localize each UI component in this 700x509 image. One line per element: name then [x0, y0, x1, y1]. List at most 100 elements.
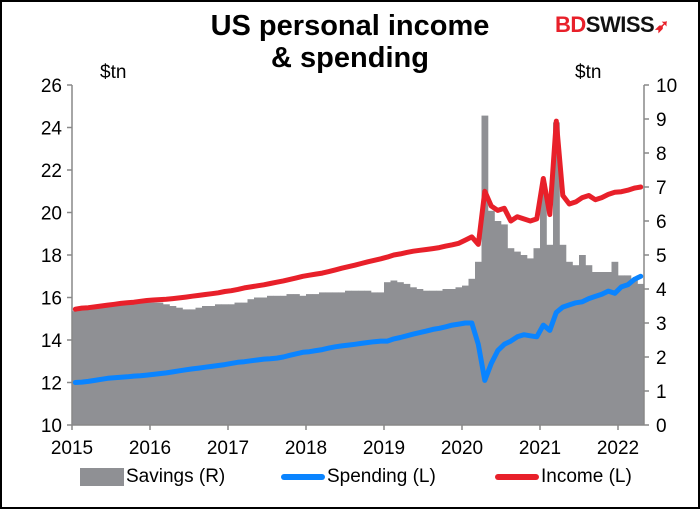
savings-bar: [605, 272, 612, 425]
left-tick-label: 22: [41, 161, 62, 182]
savings-bar: [416, 289, 424, 425]
left-tick-label: 14: [41, 331, 63, 352]
spending-swatch: [281, 474, 325, 480]
chart-title: US personal income & spending: [180, 10, 520, 74]
savings-bar: [507, 248, 515, 425]
savings-bar: [572, 265, 580, 425]
right-tick-label: 7: [656, 178, 667, 199]
right-tick-label: 10: [656, 76, 677, 97]
savings-bar: [319, 292, 326, 425]
right-tick-label: 0: [656, 416, 667, 437]
savings-bar: [488, 210, 495, 425]
savings-bar: [423, 290, 430, 425]
savings-bar: [403, 283, 411, 425]
savings-bar: [332, 292, 339, 425]
savings-bar: [117, 304, 125, 425]
savings-bar: [286, 294, 294, 425]
savings-bar: [104, 306, 112, 425]
savings-bar: [85, 309, 92, 425]
right-tick-label: 5: [656, 246, 667, 267]
savings-bar: [137, 302, 144, 425]
savings-bar: [501, 224, 508, 425]
savings-bar: [449, 289, 456, 425]
savings-bar: [150, 302, 157, 425]
left-tick-label: 26: [41, 76, 62, 97]
savings-bar: [637, 283, 645, 425]
savings-bar: [397, 282, 404, 425]
savings-bar: [299, 295, 307, 425]
x-tick-label: 2021: [519, 438, 561, 459]
savings-bar: [280, 295, 287, 425]
right-tick-label: 8: [656, 144, 667, 165]
right-tick-label: 2: [656, 348, 667, 369]
savings-bar: [566, 261, 573, 425]
right-axis-unit: $tn: [575, 62, 602, 83]
savings-bar: [98, 307, 105, 425]
savings-bar: [143, 302, 151, 425]
left-tick-label: 24: [41, 119, 63, 140]
title-line-1: US personal income: [210, 10, 490, 42]
savings-bar: [351, 290, 359, 425]
x-tick-label: 2016: [129, 438, 171, 459]
savings-bar: [527, 258, 534, 425]
x-tick-label: 2020: [441, 438, 483, 459]
savings-bar: [429, 290, 437, 425]
savings-bar: [553, 122, 560, 426]
savings-bar: [124, 304, 131, 425]
savings-bar: [156, 302, 164, 425]
savings-bar: [624, 275, 632, 425]
title-line-2: & spending: [271, 42, 429, 74]
savings-bar: [618, 275, 625, 425]
savings-bar: [598, 272, 606, 425]
savings-bar: [345, 290, 352, 425]
savings-bar: [306, 294, 313, 425]
savings-bar: [410, 287, 417, 425]
savings-bar: [436, 290, 443, 425]
savings-bar: [585, 265, 593, 425]
savings-bar: [338, 292, 346, 425]
savings-bar: [611, 261, 619, 425]
savings-bar: [377, 292, 385, 425]
savings-bar: [312, 294, 320, 425]
left-tick-label: 20: [41, 204, 62, 225]
savings-bar: [631, 278, 638, 425]
legend-spending: Spending (L): [281, 466, 436, 488]
savings-bar: [72, 311, 79, 425]
legend-savings: Savings (R): [80, 466, 225, 488]
savings-bar: [176, 307, 183, 425]
savings-bar: [364, 290, 372, 425]
savings-bar: [559, 244, 567, 425]
savings-bar: [325, 292, 333, 425]
income-line: [72, 118, 644, 312]
spending-line: [72, 273, 644, 385]
savings-bar: [371, 292, 378, 425]
savings-bar: [592, 272, 599, 425]
savings-bar: [91, 307, 99, 425]
savings-bar: [182, 309, 190, 425]
x-tick-label: 2015: [51, 438, 93, 459]
savings-bar: [111, 306, 118, 425]
left-axis-unit: $tn: [100, 62, 127, 83]
left-tick-label: 12: [41, 374, 62, 395]
savings-bar: [481, 115, 489, 425]
bdswiss-logo: BDSWISS➶: [555, 12, 669, 37]
right-tick-label: 4: [656, 280, 667, 301]
income-swatch: [495, 474, 539, 480]
savings-bar: [546, 244, 554, 425]
savings-bar: [579, 255, 586, 425]
savings-bar: [455, 287, 463, 425]
savings-bar: [468, 278, 476, 425]
savings-bar: [494, 221, 502, 425]
savings-bar: [293, 294, 300, 425]
savings-bar: [130, 302, 138, 425]
savings-bar: [540, 183, 547, 425]
left-tick-label: 18: [41, 246, 62, 267]
savings-swatch: [80, 468, 124, 486]
x-tick-label: 2019: [363, 438, 405, 459]
legend-income: Income (L): [495, 466, 632, 488]
savings-bar: [78, 309, 86, 425]
savings-bar: [358, 290, 365, 425]
right-tick-label: 3: [656, 314, 667, 335]
